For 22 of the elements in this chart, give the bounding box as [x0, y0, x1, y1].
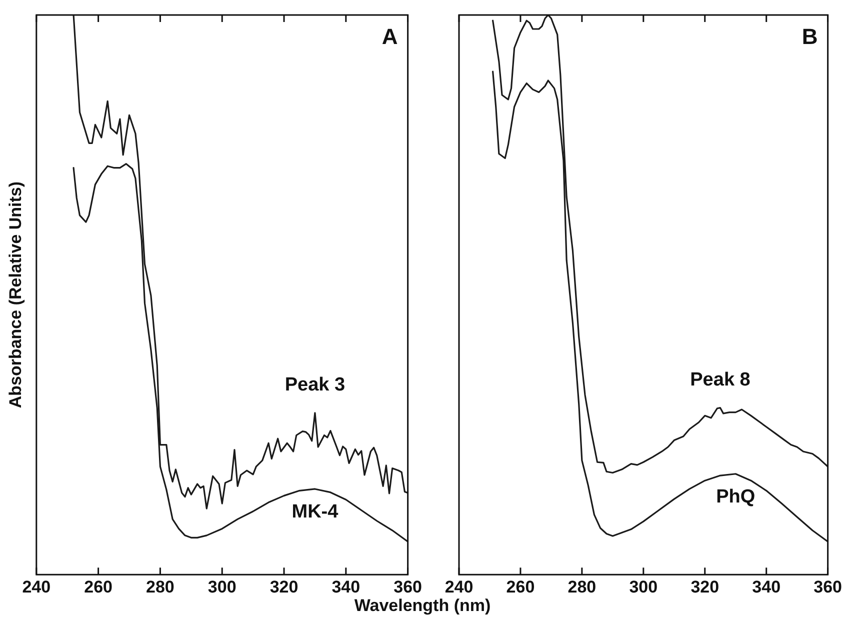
- x-axis-title: Wavelength (nm): [353, 596, 492, 616]
- series-label: PhQ: [716, 486, 756, 508]
- x-tick-label: 300: [208, 577, 236, 596]
- series-label: Peak 3: [284, 374, 346, 396]
- y-axis-title: Absorbance (Relative Units): [6, 181, 25, 408]
- x-tick-label: 240: [22, 577, 51, 596]
- x-tick-label: 340: [752, 577, 781, 596]
- chart-title: B: [802, 24, 818, 50]
- chart-title: A: [382, 24, 398, 50]
- x-tick-label: 260: [506, 577, 535, 596]
- x-tick-label: 320: [690, 577, 720, 596]
- x-tick-label: 360: [814, 577, 842, 596]
- x-tick-label: 280: [568, 577, 596, 596]
- series-label: MK-4: [292, 502, 339, 523]
- x-tick-label: 300: [629, 577, 658, 596]
- x-tick-label: 280: [146, 577, 174, 596]
- x-tick-label: 340: [332, 577, 360, 596]
- x-tick-label: 360: [394, 577, 422, 596]
- x-tick-label: 320: [270, 577, 298, 596]
- x-tick-label: 260: [84, 577, 112, 596]
- x-tick-label: 240: [444, 577, 474, 596]
- series-label: Peak 8: [690, 370, 750, 391]
